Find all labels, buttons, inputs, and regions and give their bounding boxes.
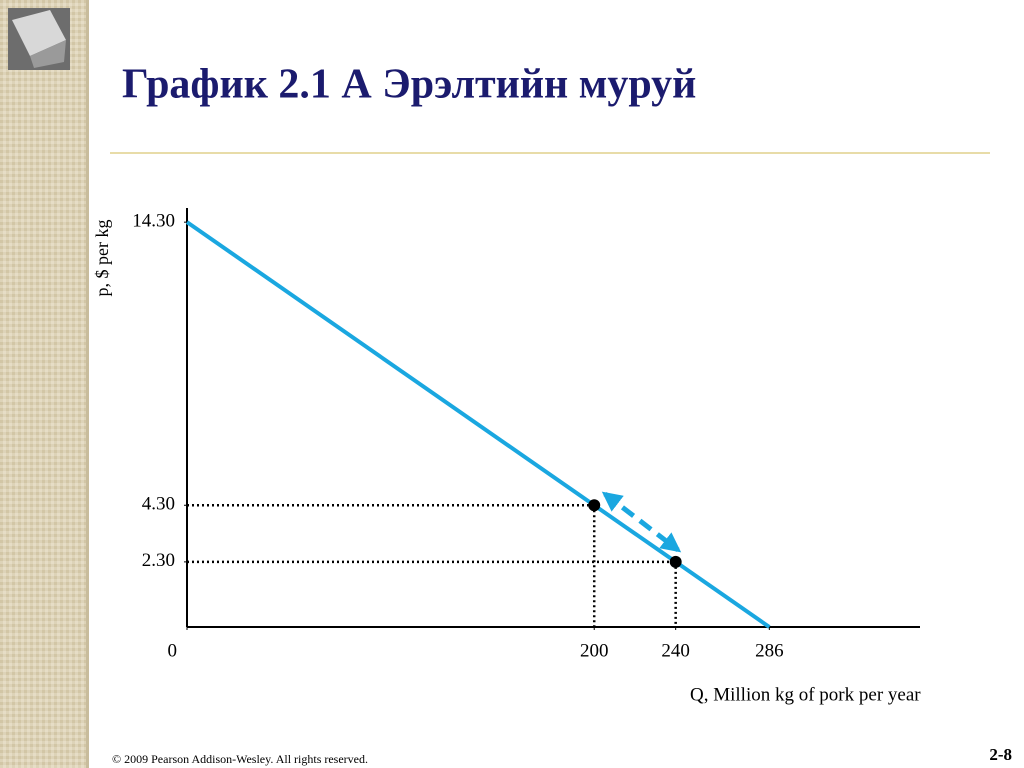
x-tick-label: 286 bbox=[755, 640, 784, 661]
cube-icon bbox=[8, 8, 70, 70]
side-edge bbox=[86, 0, 89, 768]
y-tick-label: 14.30 bbox=[132, 211, 175, 232]
movement-arrow bbox=[601, 491, 682, 553]
point bbox=[669, 555, 682, 568]
page-number: 2-8 bbox=[989, 745, 1012, 764]
side-strip bbox=[0, 0, 86, 768]
y-tick-label: 4.30 bbox=[142, 494, 175, 515]
footer: © 2009 Pearson Addison-Wesley. All right… bbox=[112, 752, 368, 766]
x-tick-label: 240 bbox=[661, 640, 690, 661]
point bbox=[588, 499, 601, 512]
y-tick-label: 2.30 bbox=[142, 550, 175, 571]
y-axis-label: p, $ per kg bbox=[92, 220, 112, 297]
demand-curve bbox=[185, 220, 771, 629]
x-tick-label: 200 bbox=[580, 640, 609, 661]
x-tick-label: 0 bbox=[168, 640, 178, 661]
plot: 2.30 4.30 14.30 0 200 240 286 bbox=[132, 208, 920, 661]
x-axis-label: Q, Million kg of pork per year bbox=[690, 684, 921, 705]
slide-title: График 2.1 А Эрэлтийн муруй bbox=[122, 62, 696, 108]
